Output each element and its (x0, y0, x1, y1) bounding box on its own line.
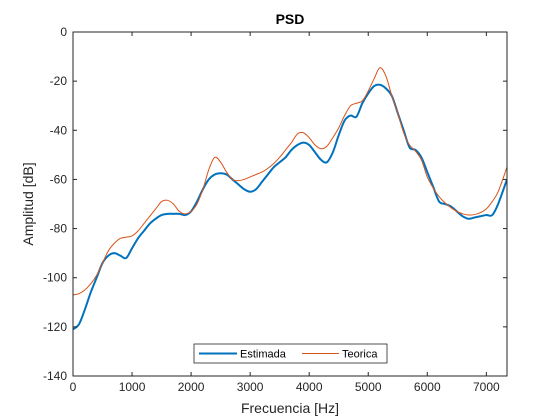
x-tick-label: 6000 (414, 380, 441, 394)
legend-label-teorica: Teorica (342, 349, 378, 361)
x-tick-label: 0 (70, 380, 77, 394)
series-line-teorica (73, 67, 507, 296)
y-tick-label: -100 (43, 271, 67, 285)
x-ticks: 0 1000 2000 3000 4000 5000 6000 7000 (70, 32, 500, 394)
axes-box (72, 31, 508, 377)
x-tick-label: 4000 (296, 380, 323, 394)
legend: Estimada Teorica (193, 343, 388, 364)
plot-area (73, 32, 507, 376)
y-tick-label: -20 (50, 74, 68, 88)
y-tick-label: -120 (43, 320, 67, 334)
chart-title: PSD (276, 11, 305, 27)
series-line-estimada (73, 83, 507, 331)
x-axis-label: Frecuencia [Hz] (241, 400, 339, 416)
y-tick-label: -80 (50, 222, 68, 236)
y-tick-label: -40 (50, 123, 68, 137)
x-tick-label: 1000 (119, 380, 146, 394)
legend-box (193, 343, 388, 364)
y-tick-label: -60 (50, 172, 68, 186)
y-axis-label: Amplitud [dB] (20, 162, 36, 245)
x-tick-label: 3000 (237, 380, 264, 394)
legend-label-estimada: Estimada (240, 349, 287, 361)
x-tick-label: 2000 (178, 380, 205, 394)
x-tick-label: 5000 (355, 380, 382, 394)
y-tick-label: 0 (60, 25, 67, 39)
y-ticks: 0 -20 -40 -60 -80 -100 -120 -140 (43, 25, 507, 383)
y-tick-label: -140 (43, 369, 67, 383)
x-tick-label: 7000 (473, 380, 500, 394)
series-layer (73, 67, 507, 331)
